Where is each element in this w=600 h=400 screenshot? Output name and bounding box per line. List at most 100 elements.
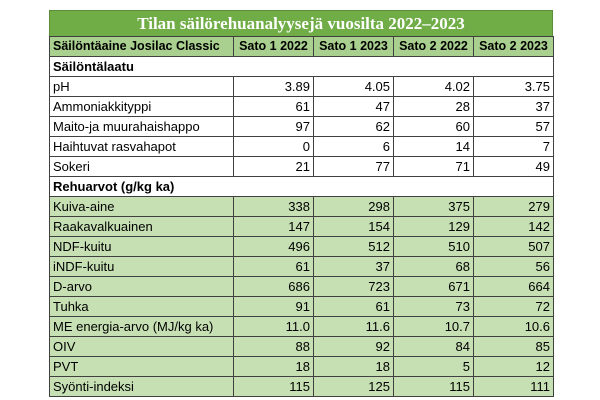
value-cell: 77: [313, 156, 394, 177]
row-label: Haihtuvat rasvahapot: [49, 136, 234, 157]
value-cell: 279: [473, 196, 554, 217]
value-cell: 62: [313, 116, 394, 137]
value-cell: 11.6: [313, 316, 394, 337]
table-row: Syönti-indeksi 115 125 115 111: [49, 376, 554, 397]
section-heading: Rehuarvot (g/kg ka): [49, 176, 554, 197]
row-label: Syönti-indeksi: [49, 376, 234, 397]
row-label: PVT: [49, 356, 234, 377]
value-cell: 18: [233, 356, 314, 377]
value-cell: 3.75: [473, 76, 554, 97]
table-row: iNDF-kuitu 61 37 68 56: [49, 256, 554, 277]
silage-analysis-table: Tilan säilörehuanalyysejä vuosilta 2022–…: [49, 10, 554, 397]
table-row: NDF-kuitu 496 512 510 507: [49, 236, 554, 257]
value-cell: 375: [393, 196, 474, 217]
value-cell: 10.7: [393, 316, 474, 337]
value-cell: 338: [233, 196, 314, 217]
value-cell: 37: [473, 96, 554, 117]
value-cell: 125: [313, 376, 394, 397]
value-cell: 91: [233, 296, 314, 317]
value-cell: 723: [313, 276, 394, 297]
value-cell: 4.05: [313, 76, 394, 97]
data-grid: Säilöntäaine Josilac Classic Sato 1 2022…: [49, 36, 554, 397]
value-cell: 154: [313, 216, 394, 237]
row-label: iNDF-kuitu: [49, 256, 234, 277]
value-cell: 4.02: [393, 76, 474, 97]
value-cell: 147: [233, 216, 314, 237]
value-cell: 56: [473, 256, 554, 277]
value-cell: 115: [233, 376, 314, 397]
value-cell: 115: [393, 376, 474, 397]
value-cell: 142: [473, 216, 554, 237]
row-label: Maito-ja muurahaishappo: [49, 116, 234, 137]
value-cell: 11.0: [233, 316, 314, 337]
header-row: Säilöntäaine Josilac Classic Sato 1 2022…: [49, 36, 554, 57]
row-label: Tuhka: [49, 296, 234, 317]
row-label: NDF-kuitu: [49, 236, 234, 257]
section-heading-row: Rehuarvot (g/kg ka): [49, 176, 554, 197]
value-cell: 92: [313, 336, 394, 357]
value-cell: 57: [473, 116, 554, 137]
value-cell: 71: [393, 156, 474, 177]
value-cell: 298: [313, 196, 394, 217]
value-cell: 18: [313, 356, 394, 377]
value-cell: 686: [233, 276, 314, 297]
table-row: Ammoniakkityppi 61 47 28 37: [49, 96, 554, 117]
column-header-sato1-2022: Sato 1 2022: [233, 36, 314, 57]
column-header-sato2-2022: Sato 2 2022: [393, 36, 474, 57]
table-row: Sokeri 21 77 71 49: [49, 156, 554, 177]
value-cell: 68: [393, 256, 474, 277]
row-label: ME energia-arvo (MJ/kg ka): [49, 316, 234, 337]
value-cell: 14: [393, 136, 474, 157]
value-cell: 111: [473, 376, 554, 397]
value-cell: 37: [313, 256, 394, 277]
value-cell: 6: [313, 136, 394, 157]
value-cell: 512: [313, 236, 394, 257]
section-heading: Säilöntälaatu: [49, 56, 554, 77]
row-label: Ammoniakkityppi: [49, 96, 234, 117]
column-header-product: Säilöntäaine Josilac Classic: [49, 36, 234, 57]
value-cell: 28: [393, 96, 474, 117]
table-row: Kuiva-aine 338 298 375 279: [49, 196, 554, 217]
value-cell: 507: [473, 236, 554, 257]
value-cell: 49: [473, 156, 554, 177]
table-row: ME energia-arvo (MJ/kg ka) 11.0 11.6 10.7 10…: [49, 316, 554, 337]
row-label: pH: [49, 76, 234, 97]
value-cell: 7: [473, 136, 554, 157]
value-cell: 85: [473, 336, 554, 357]
table-row: D-arvo 686 723 671 664: [49, 276, 554, 297]
value-cell: 3.89: [233, 76, 314, 97]
value-cell: 10.6: [473, 316, 554, 337]
row-label: Sokeri: [49, 156, 234, 177]
value-cell: 73: [393, 296, 474, 317]
value-cell: 671: [393, 276, 474, 297]
value-cell: 61: [313, 296, 394, 317]
table-row: PVT 18 18 5 12: [49, 356, 554, 377]
row-label: Kuiva-aine: [49, 196, 234, 217]
value-cell: 61: [233, 96, 314, 117]
table-row: Tuhka 91 61 73 72: [49, 296, 554, 317]
table-row: Raakavalkuainen 147 154 129 142: [49, 216, 554, 237]
table-row: Haihtuvat rasvahapot 0 6 14 7: [49, 136, 554, 157]
table-row: OIV 88 92 84 85: [49, 336, 554, 357]
value-cell: 129: [393, 216, 474, 237]
column-header-sato1-2023: Sato 1 2023: [313, 36, 394, 57]
section-heading-row: Säilöntälaatu: [49, 56, 554, 77]
value-cell: 97: [233, 116, 314, 137]
value-cell: 21: [233, 156, 314, 177]
table-row: Maito-ja muurahaishappo 97 62 60 57: [49, 116, 554, 137]
value-cell: 61: [233, 256, 314, 277]
row-label: D-arvo: [49, 276, 234, 297]
value-cell: 60: [393, 116, 474, 137]
column-header-sato2-2023: Sato 2 2023: [473, 36, 554, 57]
table-row: pH 3.89 4.05 4.02 3.75: [49, 76, 554, 97]
value-cell: 496: [233, 236, 314, 257]
value-cell: 5: [393, 356, 474, 377]
value-cell: 664: [473, 276, 554, 297]
value-cell: 72: [473, 296, 554, 317]
value-cell: 12: [473, 356, 554, 377]
value-cell: 0: [233, 136, 314, 157]
table-title: Tilan säilörehuanalyysejä vuosilta 2022–…: [49, 10, 553, 36]
value-cell: 510: [393, 236, 474, 257]
row-label: OIV: [49, 336, 234, 357]
value-cell: 84: [393, 336, 474, 357]
